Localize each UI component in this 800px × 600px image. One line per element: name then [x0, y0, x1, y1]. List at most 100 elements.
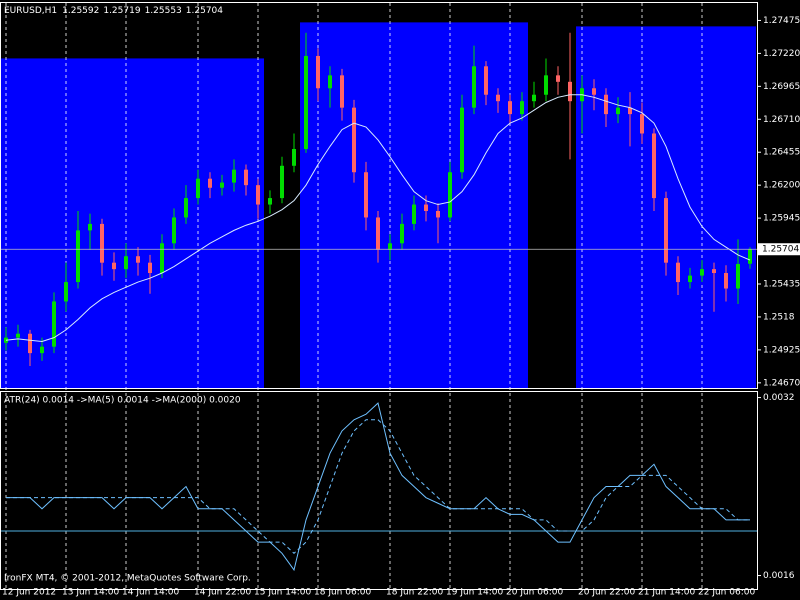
candle-body: [280, 165, 284, 199]
session-box: [0, 58, 264, 388]
moving-average: [5, 94, 751, 342]
candle-body: [688, 275, 692, 283]
candle-body: [196, 178, 200, 199]
candle-body: [544, 75, 548, 95]
x-tick-label: 22 Jun 06:00: [698, 588, 755, 598]
x-tick-label: 15 Jun 14:00: [254, 588, 311, 598]
candle-body: [64, 282, 68, 302]
atr-line: [6, 419, 750, 554]
y-tick-label: 1.25945: [763, 214, 800, 224]
x-tick-label: 19 Jun 14:00: [446, 588, 503, 598]
candle-body: [148, 262, 152, 274]
candle-body: [88, 223, 92, 231]
chart-header: EURUSD,H1 1.25592 1.25719 1.25553 1.25704: [4, 6, 223, 16]
candle-body: [616, 107, 620, 115]
candle-body: [328, 75, 332, 89]
candle-body: [112, 262, 116, 270]
candle-body: [652, 133, 656, 199]
candle-body: [388, 243, 392, 250]
y-tick-label: 1.24670: [763, 378, 800, 388]
candle-body: [244, 169, 248, 186]
candle-body: [700, 269, 704, 276]
y-tick-label: 1.27475: [763, 16, 800, 26]
candle-body: [40, 346, 44, 354]
candle-body: [424, 204, 428, 212]
candle-body: [520, 101, 524, 115]
y-tick-label: 1.26200: [763, 181, 800, 191]
candle-body: [340, 75, 344, 108]
x-tick-label: 14 Jun 14:00: [122, 588, 179, 598]
x-tick-label: 13 Jun 14:00: [62, 588, 119, 598]
x-tick-label: 20 Jun 22:00: [578, 588, 635, 598]
candle-body: [748, 249, 752, 264]
candle-body: [556, 75, 560, 82]
x-tick-label: 18 Jun 06:00: [314, 588, 371, 598]
current-price-label: 1.25704: [762, 245, 799, 255]
y-tick-label: 1.26455: [763, 148, 800, 158]
footer: IronFX MT4, © 2001-2012, MetaQuotes Soft…: [4, 574, 251, 584]
candle-body: [724, 273, 728, 289]
candle-body: [640, 114, 644, 134]
candle-body: [16, 333, 20, 338]
y-tick-label: 1.27220: [763, 49, 800, 59]
candle-body: [304, 55, 308, 149]
candle-body: [412, 204, 416, 224]
y-tick-label: 0.0016: [763, 571, 795, 581]
candle-body: [76, 230, 80, 283]
candle-body: [484, 66, 488, 95]
last-open: 1.25592: [62, 6, 99, 16]
candle-body: [448, 172, 452, 218]
atr-panel-frame: [0, 391, 758, 590]
candle-body: [292, 148, 296, 166]
candle-body: [676, 262, 680, 283]
candle-body: [136, 256, 140, 263]
candle-body: [124, 256, 128, 270]
candle-body: [628, 107, 632, 115]
candle-body: [736, 263, 740, 289]
x-tick-label: 18 Jun 22:00: [386, 588, 443, 598]
x-tick-label: 21 Jun 14:00: [638, 588, 695, 598]
symbol-title: EURUSD,H1: [4, 6, 57, 16]
candle-body: [352, 107, 356, 173]
y-tick-label: 0.0032: [763, 393, 795, 403]
candle-body: [592, 88, 596, 95]
candle-body: [472, 66, 476, 108]
candle-body: [532, 94, 536, 102]
candle-body: [220, 182, 224, 188]
candle-body: [316, 55, 320, 89]
candle-body: [460, 107, 464, 173]
x-tick-label: 12 Jun 2012: [2, 588, 56, 598]
candle-body: [232, 169, 236, 183]
candle-body: [184, 198, 188, 218]
candle-body: [400, 223, 404, 244]
y-tick-label: 1.2518: [763, 312, 795, 322]
candle-body: [436, 211, 440, 218]
last-low: 1.25553: [145, 6, 182, 16]
candle-body: [568, 81, 572, 102]
x-tick-label: 14 Jun 22:00: [194, 588, 251, 598]
y-tick-label: 1.24925: [763, 345, 800, 355]
candle-body: [256, 185, 260, 205]
marks: [0, 3, 757, 590]
candle-body: [604, 94, 608, 115]
candle-body: [28, 333, 32, 354]
x-tick-label: 20 Jun 06:00: [506, 588, 563, 598]
candle-body: [208, 178, 212, 188]
price-panel-frame: [0, 2, 758, 389]
candle-body: [712, 269, 716, 274]
candle-body: [508, 101, 512, 115]
candle-body: [172, 217, 176, 244]
y-tick-label: 1.25435: [763, 279, 800, 289]
candle-body: [268, 198, 272, 205]
candle-body: [160, 243, 164, 274]
y-tick-label: 1.26710: [763, 115, 800, 125]
candle-body: [52, 301, 56, 347]
last-close: 1.25704: [186, 6, 223, 16]
last-high: 1.25719: [103, 6, 140, 16]
candle-body: [376, 217, 380, 250]
candle-body: [496, 94, 500, 102]
candle-body: [664, 198, 668, 263]
atr-line: [6, 402, 750, 572]
candle-body: [100, 223, 104, 263]
